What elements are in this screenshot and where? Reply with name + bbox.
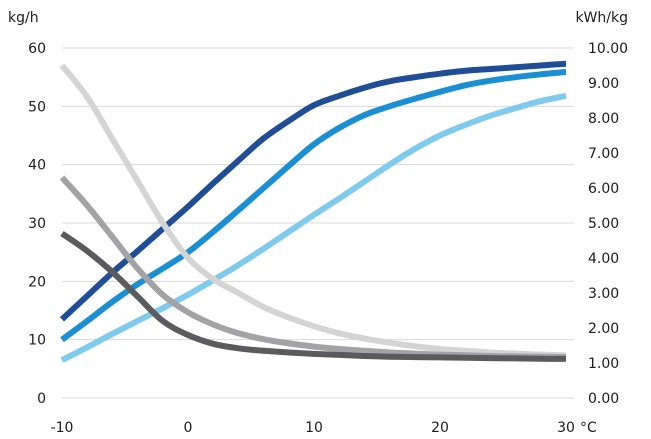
right-tick-label: 0.00 bbox=[588, 391, 619, 407]
x-axis-unit: °C bbox=[580, 420, 597, 436]
right-tick-label: 1.00 bbox=[588, 356, 619, 372]
x-axis-ticks: -10 0 10 20 30 bbox=[51, 420, 575, 436]
series-line-4-right bbox=[59, 63, 567, 359]
series-lines bbox=[59, 60, 567, 363]
x-tick-label: 30 bbox=[557, 420, 575, 436]
right-tick-label: 10.00 bbox=[588, 41, 628, 57]
series-line-3-left bbox=[60, 92, 567, 363]
left-tick-label: 10 bbox=[28, 333, 46, 349]
left-tick-label: 20 bbox=[28, 274, 46, 290]
left-tick-label: 60 bbox=[28, 41, 46, 57]
left-tick-label: 50 bbox=[28, 99, 46, 115]
right-axis-ticks: 0.00 1.00 2.00 3.00 4.00 5.00 6.00 7.00 8.00 9.00… bbox=[588, 41, 628, 407]
right-tick-label: 8.00 bbox=[588, 111, 619, 127]
right-tick-label: 2.00 bbox=[588, 321, 619, 337]
left-axis-ticks: 0 10 20 30 40 50 60 bbox=[28, 41, 46, 407]
right-tick-label: 5.00 bbox=[588, 216, 619, 232]
x-tick-label: 0 bbox=[184, 420, 193, 436]
left-tick-label: 30 bbox=[28, 216, 46, 232]
right-tick-label: 3.00 bbox=[588, 286, 619, 302]
x-tick-label: 20 bbox=[431, 420, 449, 436]
series-line-5-right bbox=[59, 175, 567, 361]
right-axis-unit: kWh/kg bbox=[575, 10, 628, 26]
left-tick-label: 0 bbox=[37, 391, 46, 407]
right-tick-label: 9.00 bbox=[588, 76, 619, 92]
series-line-1-left bbox=[59, 60, 567, 322]
series-line-6-right bbox=[60, 231, 567, 362]
left-axis-unit: kg/h bbox=[8, 10, 39, 26]
right-tick-label: 7.00 bbox=[588, 146, 619, 162]
x-tick-label: 10 bbox=[305, 420, 323, 436]
x-tick-label: -10 bbox=[51, 420, 74, 436]
left-tick-label: 40 bbox=[28, 158, 46, 174]
right-tick-label: 6.00 bbox=[588, 181, 619, 197]
right-tick-label: 4.00 bbox=[588, 251, 619, 267]
